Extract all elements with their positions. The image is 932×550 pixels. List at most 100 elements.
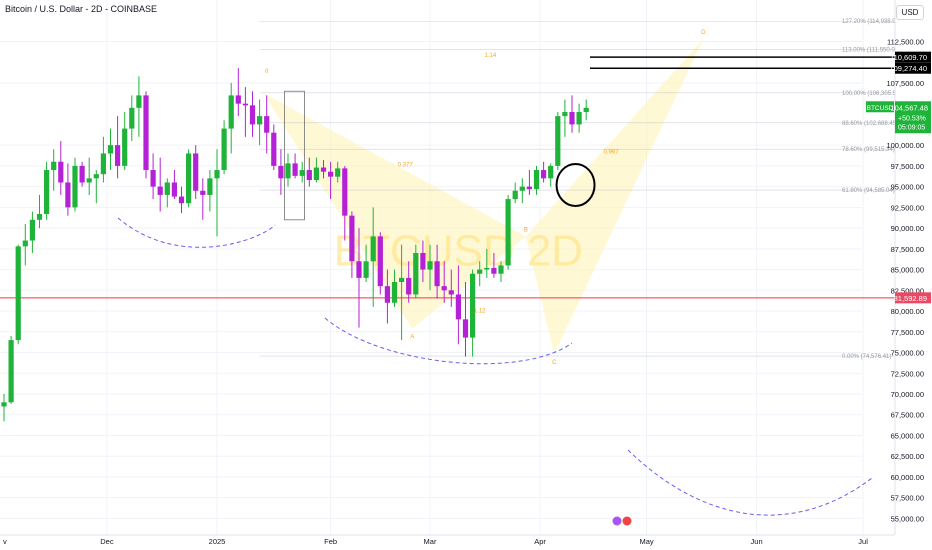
candle-body xyxy=(129,107,135,129)
candle-body xyxy=(51,161,57,171)
candle-body xyxy=(533,170,540,190)
candle-body xyxy=(100,153,106,175)
candle-body xyxy=(242,103,248,106)
highlight-circle xyxy=(555,162,596,207)
candle-body xyxy=(306,170,312,180)
candle-body xyxy=(107,145,114,154)
candle-body xyxy=(122,128,128,166)
pattern-point-label: B xyxy=(524,227,528,233)
candle-body xyxy=(377,236,383,287)
x-tick-label: Mar xyxy=(424,537,437,546)
candle-body xyxy=(349,215,355,262)
price-badge xyxy=(895,62,931,74)
candle-body xyxy=(342,168,348,216)
candle-body xyxy=(470,273,476,338)
y-tick-label: 72,500.00 xyxy=(891,369,924,378)
candle-body xyxy=(285,163,291,179)
y-tick-label: 70,000.00 xyxy=(891,390,924,399)
candle-body xyxy=(541,170,547,179)
candle-body xyxy=(72,165,78,208)
y-tick-label: 87,500.00 xyxy=(891,245,924,254)
y-axis-bg xyxy=(895,0,932,550)
candle-body xyxy=(335,168,341,177)
fib-label: 78.60% (99,515.34) xyxy=(842,147,895,153)
x-tick-label: Jul xyxy=(858,537,868,546)
candle-body xyxy=(292,163,298,176)
candle-body xyxy=(370,236,376,262)
candle-body xyxy=(235,95,241,104)
fib-label: 88.60% (102,688.45) xyxy=(842,121,898,127)
x-axis: vDec2025FebMarAprMayJunJulAug xyxy=(0,534,895,546)
candle-body xyxy=(519,186,525,191)
y-tick-label: 90,000.00 xyxy=(891,224,924,233)
candle-body xyxy=(143,95,149,171)
price-badge xyxy=(895,51,931,63)
candle-body xyxy=(384,286,390,303)
candle-body xyxy=(264,116,270,133)
currency-button[interactable]: USD xyxy=(896,5,924,20)
candle-body xyxy=(363,261,369,278)
dashed-arc xyxy=(117,217,276,248)
x-tick-label: Apr xyxy=(534,537,546,546)
y-tick-label: 85,000.00 xyxy=(891,266,924,275)
candle-body xyxy=(320,167,327,172)
y-tick-label: 67,500.00 xyxy=(891,411,924,420)
chart-title: Bitcoin / U.S. Dollar - 2D - COINBASE xyxy=(5,4,158,14)
pattern-ratio-label: 0.377 xyxy=(398,163,414,169)
candle-body xyxy=(171,182,177,197)
y-tick-label: 82,500.00 xyxy=(891,286,924,295)
fib-label: 0.00% (74,576.41) xyxy=(842,354,891,360)
candle-body xyxy=(328,171,334,177)
candle-body xyxy=(221,128,227,171)
candle-body xyxy=(526,186,532,190)
candle-body xyxy=(391,282,398,303)
candle-body xyxy=(86,178,92,183)
candle-body xyxy=(136,95,142,108)
candle-body xyxy=(356,261,362,278)
y-tick-label: 65,000.00 xyxy=(891,431,924,440)
y-axis: 55,000.00 57,500.00 60,000.00 62,500.00 65,0… xyxy=(866,0,932,550)
candle-body xyxy=(249,105,256,125)
candle-body xyxy=(498,265,504,274)
pattern-triangle-bcd xyxy=(525,38,704,355)
candle-body xyxy=(491,267,497,274)
y-tick-label: 55,000.00 xyxy=(891,514,924,523)
candle-body xyxy=(399,277,405,283)
candle-body xyxy=(178,196,185,204)
candle-body xyxy=(79,165,85,183)
pattern-ratio-label: 1.12 xyxy=(474,309,486,315)
y-tick-label: 97,500.00 xyxy=(891,162,924,171)
price-badge-label: 110,609.70 xyxy=(890,53,927,62)
dashed-arc xyxy=(627,449,873,516)
candle-body xyxy=(93,174,99,179)
y-tick-label: 80,000.00 xyxy=(891,307,924,316)
candle-body xyxy=(299,170,305,176)
pattern-triangle-xab xyxy=(263,92,526,329)
candle-body xyxy=(484,267,490,270)
candle-body xyxy=(455,294,461,320)
x-tick-label: Feb xyxy=(324,537,337,546)
support-badge xyxy=(895,292,931,304)
fib-label: 100.00% (106,305.59) xyxy=(842,91,901,97)
y-tick-label: 107,500.00 xyxy=(886,79,924,88)
candle-body xyxy=(448,290,454,295)
horizontal-lines xyxy=(0,56,895,299)
candle-body xyxy=(413,252,419,295)
candle-body xyxy=(29,219,35,241)
candle-body xyxy=(36,214,43,220)
x-tick-label: May xyxy=(639,537,653,546)
candle-body xyxy=(150,170,156,187)
pattern-ratio-label: 0.967 xyxy=(604,149,620,155)
y-tick-label: 112,500.00 xyxy=(887,37,924,46)
candle-body xyxy=(505,199,511,266)
candles xyxy=(1,68,589,422)
fib-label: 113.00% (111,550.00) xyxy=(842,47,900,53)
candle-body xyxy=(214,170,220,179)
pattern-ratio-label: 0 xyxy=(265,69,269,75)
candle-body xyxy=(8,340,14,403)
event-icon xyxy=(622,516,632,526)
candle-body xyxy=(207,178,213,195)
arc-annotations xyxy=(117,217,873,516)
y-tick-label: 100,000.00 xyxy=(886,141,924,150)
